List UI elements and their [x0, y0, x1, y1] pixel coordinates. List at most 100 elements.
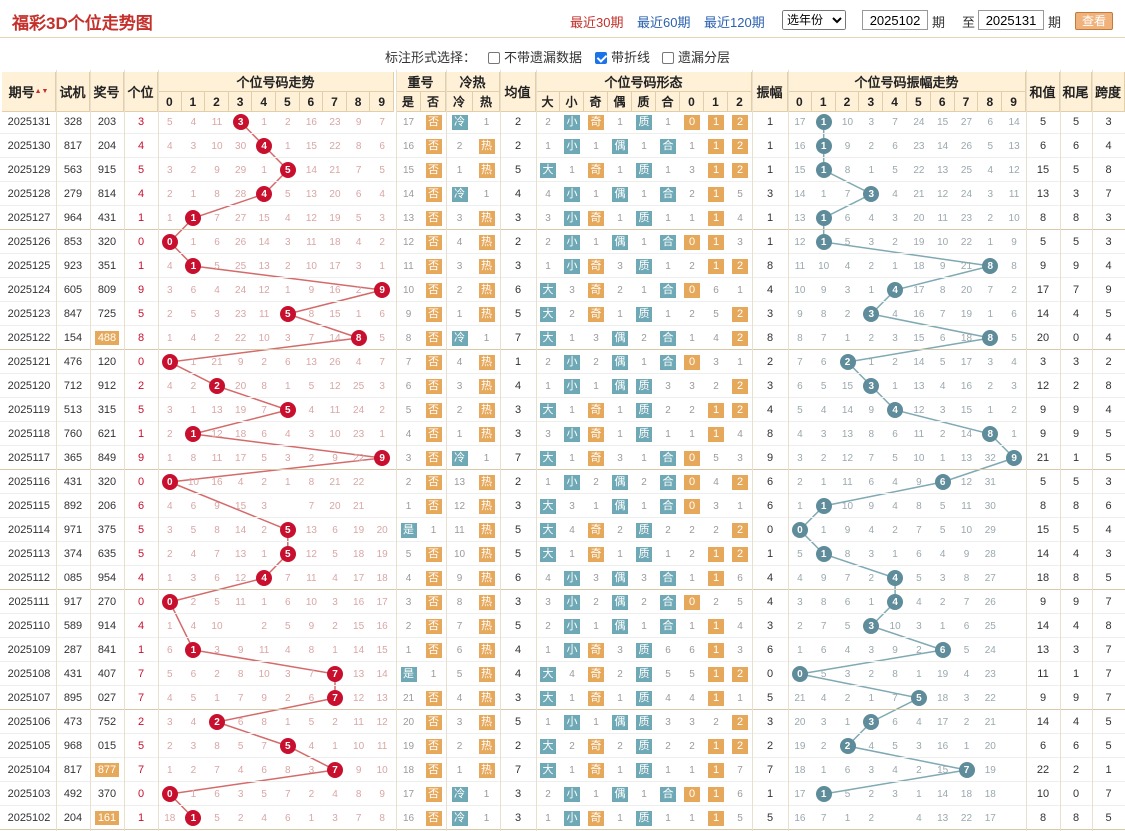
xingtai-cell: 1	[704, 782, 728, 806]
trend-miss: 16	[353, 596, 365, 608]
xingtai-value: 大	[540, 690, 556, 706]
xingtai-value: 3	[665, 380, 671, 392]
gewei-cell: 1	[137, 644, 145, 656]
hewei-cell: 2	[1072, 380, 1080, 392]
from-issue-input[interactable]	[862, 10, 928, 30]
header-issue[interactable]: 期号 ▲▼	[2, 72, 56, 112]
xingtai-cell: 4	[680, 686, 704, 710]
trend-miss: 21	[353, 500, 365, 512]
zf-trend-miss: 7	[987, 284, 994, 296]
xingtai-value: 4	[545, 572, 551, 584]
zf-trend-miss: 11	[794, 260, 806, 272]
chonghao-value: 21	[402, 692, 415, 704]
sort-icon[interactable]: ▲▼	[34, 88, 49, 95]
trend-miss: 9	[237, 644, 244, 656]
xingtai-cell: 1	[704, 182, 728, 206]
lengre-value: 4	[456, 692, 463, 704]
xingtai-cell: 4	[560, 662, 584, 686]
xingtai-cell: 1	[704, 158, 728, 182]
xingtai-value: 1	[708, 162, 724, 178]
hewei-cell: 4	[1072, 308, 1080, 320]
lengre-value: 热	[478, 426, 495, 442]
xingtai-value: 1	[593, 620, 599, 632]
shiji-cell: 476	[63, 356, 83, 368]
xingtai-value: 1	[545, 476, 551, 488]
issue-cell: 2025111	[8, 596, 50, 608]
kuadu-cell: 7	[1105, 596, 1112, 608]
lengre-value: 3	[456, 260, 463, 272]
xingtai-cell: 合	[656, 494, 680, 518]
kuadu-cell: 8	[1105, 380, 1112, 392]
checkbox-box[interactable]	[595, 52, 607, 64]
checkbox-box[interactable]	[488, 52, 500, 64]
chonghao-cell: 14	[396, 182, 421, 206]
zhenfu-cell: 3	[766, 716, 774, 728]
zf-trend-miss	[1002, 470, 1026, 494]
column-divider	[446, 70, 447, 831]
xingtai-value: 1	[689, 572, 695, 584]
xingtai-value: 1	[569, 548, 575, 560]
range-link-60[interactable]: 最近60期	[637, 15, 691, 30]
range-link-120[interactable]: 最近120期	[704, 15, 765, 30]
hewei-cell: 0	[1072, 788, 1080, 800]
checkbox-box[interactable]	[662, 52, 674, 64]
xingtai-cell: 1	[680, 422, 704, 446]
chonghao-cell: 1	[396, 638, 421, 662]
trend-miss: 24	[235, 284, 247, 296]
zf-trend-miss: 12	[841, 452, 854, 464]
xingtai-cell: 0	[680, 446, 704, 470]
zf-trend-miss: 1	[987, 236, 994, 248]
xingtai-cell: 大	[536, 446, 560, 470]
to-issue-input[interactable]	[978, 10, 1044, 30]
zf-trend-miss: 6	[892, 428, 898, 440]
lengre-cell: 热	[473, 158, 500, 182]
zf-trend-ball: 1	[815, 234, 832, 250]
checkbox-no-miss[interactable]: 不带遗漏数据	[488, 47, 582, 66]
xingtai-value: 1	[708, 690, 724, 706]
kuadu-cell: 8	[1105, 164, 1112, 176]
jianghao-cell: 370	[90, 782, 124, 806]
trend-miss: 13	[258, 260, 270, 272]
hezhi-cell: 10	[1036, 788, 1050, 800]
xingtai-cell: 5	[728, 182, 752, 206]
chonghao-cell: 16	[396, 134, 421, 158]
xingtai-value: 1	[569, 164, 575, 176]
xingtai-cell: 2	[560, 302, 584, 326]
zhenfu-cell: 8	[766, 260, 774, 272]
trend-miss: 20	[329, 188, 341, 200]
xingtai-value: 1	[545, 380, 551, 392]
trend-miss: 10	[353, 740, 365, 752]
lengre-value: 热	[478, 378, 495, 394]
chonghao-value: 否	[425, 258, 442, 274]
zf-trend-miss: 3	[892, 332, 898, 344]
trend-miss: 18	[235, 428, 247, 440]
zf-trend-miss: 8	[939, 284, 946, 296]
row-divider	[0, 637, 1125, 638]
trend-miss: 3	[167, 404, 173, 416]
xingtai-cell: 1	[704, 134, 728, 158]
xingtai-value: 大	[540, 738, 556, 754]
kuadu-cell: 4	[1105, 524, 1112, 536]
lengre-value: 6	[456, 644, 463, 656]
chonghao-value: 否	[425, 546, 442, 562]
xingtai-value: 1	[708, 666, 724, 682]
xingtai-value: 奇	[588, 690, 604, 706]
row-divider	[0, 445, 1125, 446]
jianghao-cell: 351	[90, 254, 124, 278]
issue-cell: 2025109	[7, 644, 51, 656]
query-button[interactable]: 查看	[1075, 12, 1113, 30]
range-link-30[interactable]: 最近30期	[570, 15, 624, 30]
zf-trend-ball: 4	[887, 282, 904, 298]
page-title: 福彩3D个位走势图	[12, 14, 153, 33]
zf-trend-ball: 6	[934, 642, 951, 658]
xingtai-value: 1	[737, 356, 743, 368]
hezhi-cell: 5	[1039, 116, 1047, 128]
xingtai-value: 合	[660, 450, 676, 466]
year-select[interactable]: 选年份	[782, 10, 846, 30]
checkbox-layer[interactable]: 遗漏分层	[662, 47, 730, 66]
xingtai-value: 5	[737, 596, 743, 608]
trend-miss: 3	[167, 164, 173, 176]
checkbox-polyline[interactable]: 带折线	[595, 47, 650, 66]
trend-miss: 23	[235, 308, 247, 320]
zf-trend-miss: 2	[892, 356, 898, 368]
